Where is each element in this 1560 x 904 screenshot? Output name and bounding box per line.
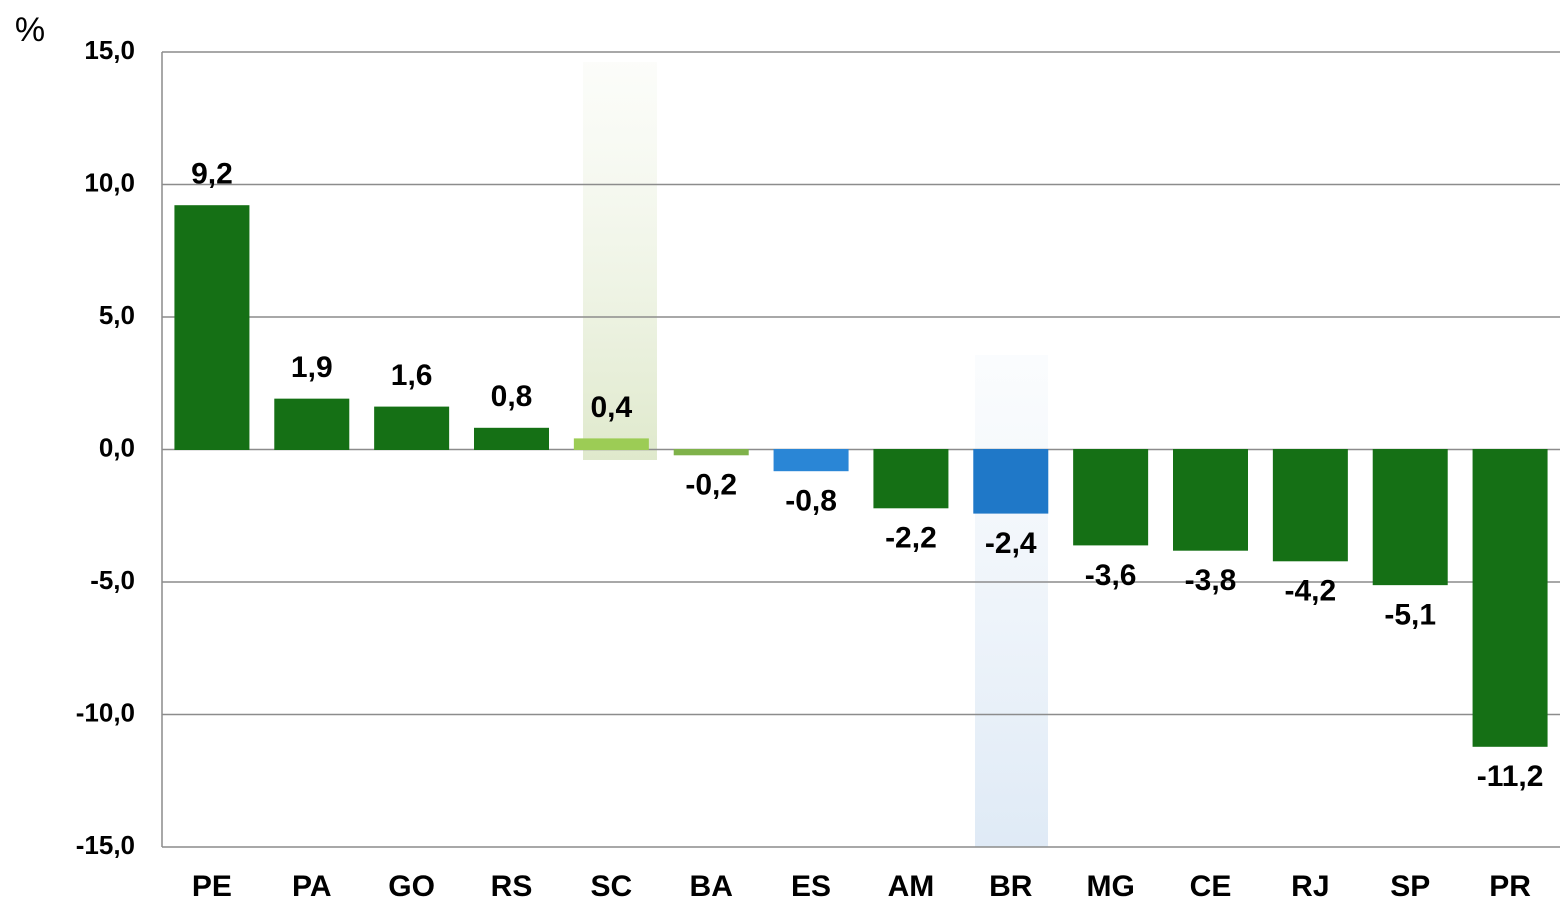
x-tick-label: BR <box>989 870 1033 903</box>
x-tick-label: BA <box>690 870 733 903</box>
bar <box>1372 449 1448 586</box>
x-tick-label: AM <box>888 870 935 903</box>
value-label: -2,4 <box>985 527 1037 560</box>
x-tick-label: PA <box>292 870 331 903</box>
bar <box>973 449 1049 514</box>
value-label: 1,9 <box>291 351 333 384</box>
bar <box>1073 449 1149 546</box>
highlight <box>583 62 657 460</box>
value-label: -3,8 <box>1185 564 1237 597</box>
value-label: -2,2 <box>885 522 937 555</box>
bar <box>474 427 549 450</box>
x-tick-label: ES <box>791 870 831 903</box>
value-label: -0,2 <box>685 469 737 502</box>
bar <box>374 406 450 451</box>
y-tick-label: 15,0 <box>84 35 135 65</box>
y-tick-label: -15,0 <box>76 830 135 860</box>
x-tick-label: SC <box>591 870 633 903</box>
y-tick-label: -5,0 <box>90 565 135 595</box>
x-tick-label: RS <box>491 870 533 903</box>
x-tick-label: RJ <box>1291 870 1329 903</box>
bar <box>673 449 749 456</box>
y-tick-label: 10,0 <box>84 167 135 197</box>
x-tick-label: MG <box>1086 870 1134 903</box>
x-tick-label: SP <box>1390 870 1430 903</box>
value-label: -4,2 <box>1285 575 1337 608</box>
y-tick-label: -10,0 <box>76 697 135 727</box>
bar <box>773 449 849 472</box>
value-label: -3,6 <box>1085 559 1137 592</box>
bar <box>873 449 949 509</box>
y-axis-label: % <box>15 11 45 49</box>
value-label: 0,8 <box>491 380 533 413</box>
x-tick-label: PE <box>192 870 232 903</box>
value-label: -0,8 <box>785 485 837 518</box>
value-label: 1,6 <box>391 359 433 392</box>
bar <box>174 205 250 450</box>
value-label: 9,2 <box>191 158 233 191</box>
value-label: -11,2 <box>1477 760 1544 793</box>
highlight <box>975 355 1048 847</box>
y-tick-label: 5,0 <box>99 300 135 330</box>
bar <box>573 438 649 450</box>
bar <box>274 398 350 450</box>
x-tick-label: GO <box>388 870 435 903</box>
bar <box>1472 449 1548 747</box>
y-tick-label: 0,0 <box>99 432 135 462</box>
value-label: 0,4 <box>590 391 632 424</box>
bar <box>1272 449 1348 562</box>
x-tick-label: CE <box>1190 870 1232 903</box>
bar <box>1173 449 1248 551</box>
x-tick-label: PR <box>1489 870 1531 903</box>
value-label: -5,1 <box>1384 599 1436 632</box>
